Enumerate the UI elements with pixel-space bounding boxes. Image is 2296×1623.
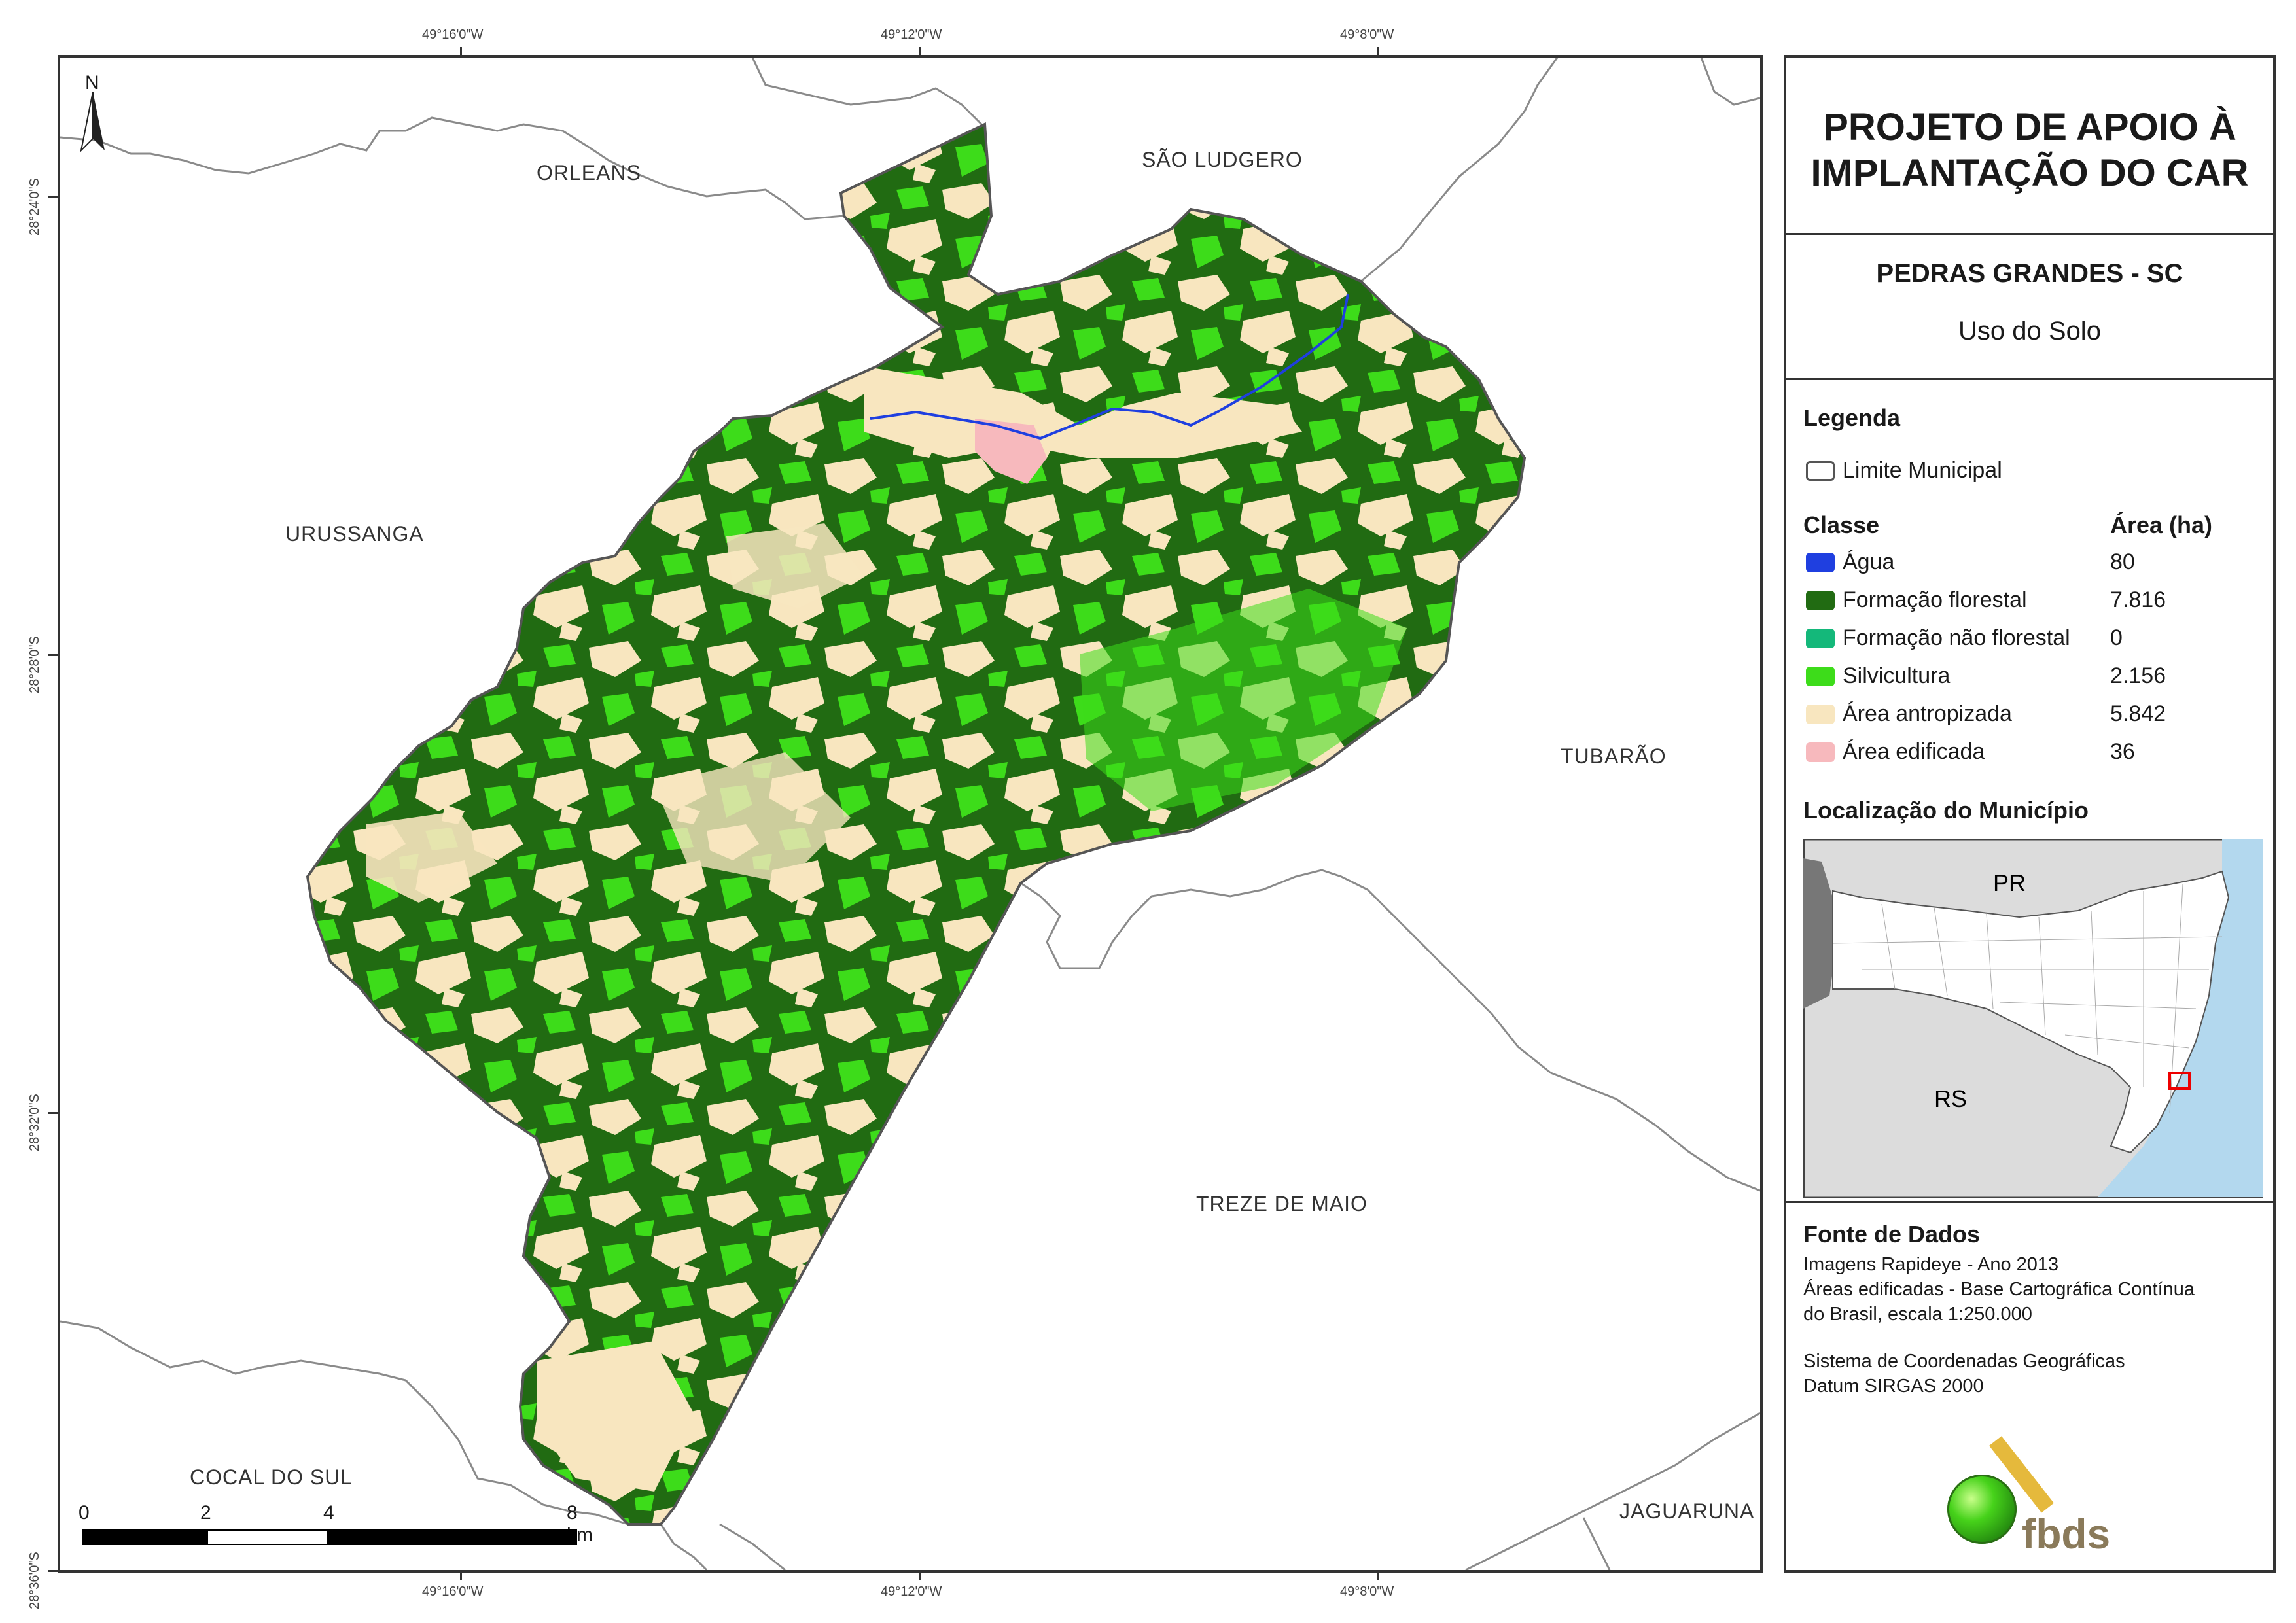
tick xyxy=(919,47,921,56)
legend-swatch xyxy=(1806,590,1835,610)
scale-segment xyxy=(207,1529,328,1545)
legend-swatch xyxy=(1806,628,1835,648)
logo-sphere xyxy=(1947,1475,2017,1544)
coord-top-1: 49°16'0"W xyxy=(422,27,484,42)
limit-swatch xyxy=(1806,461,1835,481)
map-frame xyxy=(58,55,1763,1573)
map-subject: Uso do Solo xyxy=(1958,317,2101,345)
logo-text: fbds xyxy=(2022,1510,2111,1558)
scale-segment xyxy=(328,1529,577,1545)
legend-class-name: Área edificada xyxy=(1843,739,1985,764)
scale-label-4: 4 xyxy=(323,1502,334,1524)
legend-class-row: Formação não florestal xyxy=(1806,625,2070,651)
tick xyxy=(48,1570,58,1572)
tick xyxy=(48,1112,58,1114)
legend-class-row: Silvicultura xyxy=(1806,663,1950,689)
municipal-limit xyxy=(306,122,1527,1526)
limit-label: Limite Municipal xyxy=(1843,458,2002,483)
label-tubarao: TUBARÃO xyxy=(1561,744,1667,768)
legend-class-area: 5.842 xyxy=(2110,701,2166,726)
coord-left-2: 28°28'0"S xyxy=(27,636,42,693)
neighbor-boundaries xyxy=(60,58,1760,1570)
scale-label-0: 0 xyxy=(79,1502,90,1524)
legend-swatch xyxy=(1806,742,1835,762)
label-urussanga: URUSSANGA xyxy=(285,522,424,546)
municipality-name: PEDRAS GRANDES - SC xyxy=(1876,259,2183,288)
legend-class-name: Água xyxy=(1843,550,1895,574)
sources-block: Imagens Rapideye - Ano 2013 Áreas edific… xyxy=(1803,1252,2195,1399)
legend-class-row: Formação florestal xyxy=(1806,587,2027,613)
area-header: Área (ha) xyxy=(2110,512,2213,538)
side-panel xyxy=(1784,55,2276,1573)
coord-bottom-3: 49°8'0"W xyxy=(1340,1584,1394,1599)
divider xyxy=(1786,1201,2273,1203)
tick xyxy=(919,1571,921,1580)
legend-class-area: 2.156 xyxy=(2110,663,2166,688)
legend-class-row: Área edificada xyxy=(1806,739,1985,765)
label-cocal-do-sul: COCAL DO SUL xyxy=(190,1465,353,1489)
inset-map: PR RS xyxy=(1803,839,2263,1198)
legend-swatch xyxy=(1806,704,1835,724)
legend-class-area: 36 xyxy=(2110,739,2135,764)
tick xyxy=(460,1571,462,1580)
coord-bottom-2: 49°12'0"W xyxy=(881,1584,942,1599)
label-orleans: ORLEANS xyxy=(537,161,641,184)
divider xyxy=(1786,233,2273,235)
tick xyxy=(1377,47,1379,56)
crs-line: Datum SIRGAS 2000 xyxy=(1803,1376,1984,1397)
class-header: Classe xyxy=(1803,512,1880,538)
fbds-logo: fbds xyxy=(1943,1436,2140,1558)
legend-class-area: 7.816 xyxy=(2110,587,2166,612)
tick xyxy=(1377,1571,1379,1580)
legend-class-row: Área antropizada xyxy=(1806,701,2012,727)
source-line: do Brasil, escala 1:250.000 xyxy=(1803,1304,2032,1325)
legend-class-name: Formação não florestal xyxy=(1843,625,2070,650)
legend-class-name: Formação florestal xyxy=(1843,587,2027,612)
crs-line: Sistema de Coordenadas Geográficas xyxy=(1803,1351,2125,1372)
land-use-layer xyxy=(308,124,1525,1524)
coord-left-3: 28°32'0"S xyxy=(27,1094,42,1151)
panel-title: PROJETO DE APOIO À IMPLANTAÇÃO DO CAR xyxy=(1786,105,2273,196)
inset-label-pr: PR xyxy=(1993,869,2026,896)
location-title: Localização do Município xyxy=(1803,797,2089,824)
north-arrow-icon xyxy=(80,92,105,153)
legend-class-area: 0 xyxy=(2110,625,2123,650)
legend-limit: Limite Municipal xyxy=(1806,458,2002,483)
divider xyxy=(1786,378,2273,380)
label-sao-ludgero: SÃO LUDGERO xyxy=(1142,148,1303,171)
legend-class-area: 80 xyxy=(2110,550,2135,574)
legend-title: Legenda xyxy=(1803,404,1901,431)
coord-bottom-1: 49°16'0"W xyxy=(422,1584,484,1599)
coord-left-4: 28°36'0"S xyxy=(27,1552,42,1609)
title-line-2: IMPLANTAÇÃO DO CAR xyxy=(1810,151,2249,194)
tick xyxy=(48,654,58,656)
scale-bar: 0 2 4 8 km xyxy=(79,1502,606,1554)
coord-top-2: 49°12'0"W xyxy=(881,27,942,42)
north-arrow: N xyxy=(73,72,113,157)
label-jaguaruna: JAGUARUNA xyxy=(1619,1499,1755,1523)
source-line: Imagens Rapideye - Ano 2013 xyxy=(1803,1254,2059,1275)
label-treze-de-maio: TREZE DE MAIO xyxy=(1196,1192,1368,1215)
legend-class-row: Água xyxy=(1806,550,1894,575)
coord-top-3: 49°8'0"W xyxy=(1340,27,1394,42)
tick xyxy=(48,196,58,198)
map-canvas xyxy=(60,58,1760,1570)
legend-class-name: Área antropizada xyxy=(1843,701,2012,726)
river xyxy=(870,294,1349,440)
legend-swatch xyxy=(1806,552,1835,572)
legend-class-name: Silvicultura xyxy=(1843,663,1951,688)
scale-label-2: 2 xyxy=(200,1502,211,1524)
tick xyxy=(460,47,462,56)
legend-swatch xyxy=(1806,666,1835,686)
coord-left-1: 28°24'0"S xyxy=(27,178,42,236)
inset-label-rs: RS xyxy=(1934,1085,1967,1112)
scale-segment xyxy=(82,1529,207,1545)
title-line-1: PROJETO DE APOIO À xyxy=(1823,106,2236,148)
source-line: Áreas edificadas - Base Cartográfica Con… xyxy=(1803,1279,2195,1300)
north-label: N xyxy=(85,72,99,94)
sources-title: Fonte de Dados xyxy=(1803,1221,1981,1248)
